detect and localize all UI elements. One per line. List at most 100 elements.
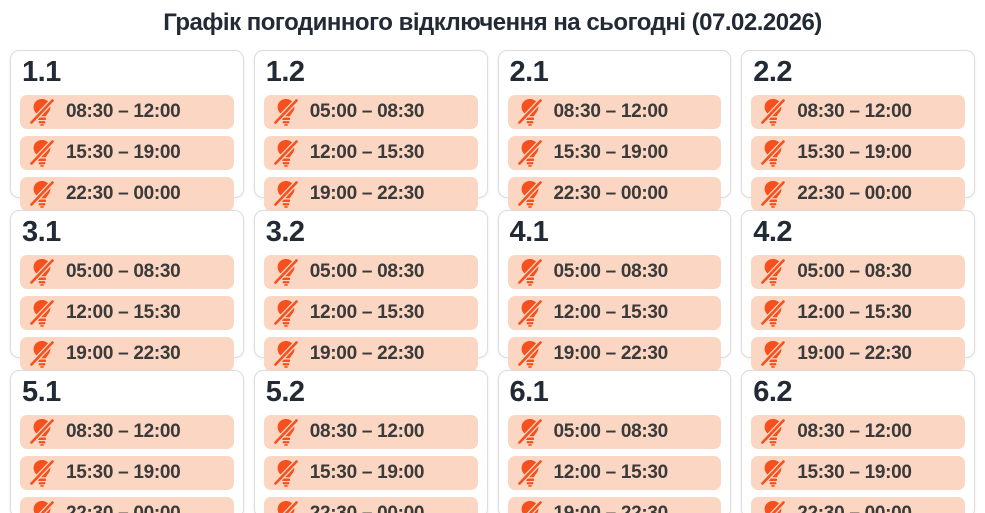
group-label: 1.2 <box>265 56 305 88</box>
outage-slot: 08:30 – 12:00 <box>751 414 965 449</box>
light-off-icon <box>517 458 542 487</box>
outage-slot: 22:30 – 00:00 <box>20 176 234 211</box>
outage-slot: 15:30 – 19:00 <box>20 135 234 170</box>
light-off-icon <box>274 499 298 513</box>
outage-time-range: 19:00 – 22:30 <box>797 342 912 364</box>
group-card: 3.1 05:00 – 08:30 <box>10 210 244 371</box>
outage-time-range: 08:30 – 12:00 <box>309 420 425 442</box>
outage-slot: 19:00 – 22:30 <box>263 336 478 371</box>
outage-slot: 08:30 – 12:00 <box>20 414 234 449</box>
outage-time-range: 12:00 – 15:30 <box>309 141 425 163</box>
page-title: Графік погодинного відключення на сьогод… <box>163 9 822 36</box>
group-label: 3.1 <box>22 216 61 248</box>
outage-time-range: 05:00 – 08:30 <box>309 100 425 122</box>
light-off-icon <box>517 417 542 446</box>
outage-slot: 12:00 – 15:30 <box>751 295 965 330</box>
outage-time-range: 22:30 – 00:00 <box>66 503 181 513</box>
outage-slot: 08:30 – 12:00 <box>263 414 478 449</box>
light-off-icon <box>517 257 542 286</box>
outage-time-range: 08:30 – 12:00 <box>797 100 912 122</box>
light-off-icon <box>30 97 54 126</box>
outage-slot: 19:00 – 22:30 <box>263 176 478 211</box>
outage-time-range: 12:00 – 15:30 <box>797 301 912 323</box>
outage-time-range: 22:30 – 00:00 <box>797 182 912 204</box>
light-off-icon <box>30 417 54 446</box>
light-off-icon <box>517 97 542 126</box>
light-off-icon <box>273 298 298 327</box>
light-off-icon <box>30 179 54 208</box>
group-card: 1.2 05:00 – 08:30 <box>253 50 488 211</box>
outage-slot: 05:00 – 08:30 <box>507 254 722 289</box>
outage-time-range: 08:30 – 12:00 <box>66 420 181 442</box>
outage-slot: 12:00 – 15:30 <box>507 295 722 330</box>
outage-time-range: 19:00 – 22:30 <box>553 342 669 364</box>
outage-time-range: 19:00 – 22:30 <box>309 182 425 204</box>
outage-slot: 22:30 – 00:00 <box>263 496 478 513</box>
light-off-icon <box>517 339 542 368</box>
light-off-icon <box>273 417 298 446</box>
group-card: 1.1 08:30 – 12:00 <box>10 50 244 211</box>
group-card: 3.2 05:00 – 08:30 <box>253 210 488 371</box>
outage-time-range: 15:30 – 19:00 <box>66 461 181 483</box>
outage-slot: 12:00 – 15:30 <box>263 295 478 330</box>
outage-time-range: 05:00 – 08:30 <box>553 260 669 282</box>
group-label: 4.1 <box>509 216 549 248</box>
outage-time-range: 12:00 – 15:30 <box>66 301 181 323</box>
light-off-icon <box>30 499 54 513</box>
light-off-icon <box>30 339 54 368</box>
outage-slot: 12:00 – 15:30 <box>263 135 478 170</box>
outage-slot: 15:30 – 19:00 <box>263 455 478 490</box>
light-off-icon <box>273 179 298 208</box>
outage-time-range: 22:30 – 00:00 <box>310 503 425 513</box>
light-off-icon <box>761 499 786 513</box>
group-card: 5.1 08:30 – 12:00 <box>10 370 244 513</box>
group-label: 2.2 <box>753 56 793 88</box>
outage-time-range: 19:00 – 22:30 <box>66 342 181 364</box>
outage-time-range: 22:30 – 00:00 <box>797 503 912 513</box>
light-off-icon <box>761 339 786 368</box>
outage-slot: 22:30 – 00:00 <box>751 496 965 513</box>
light-off-icon <box>761 257 786 286</box>
group-card: 5.2 08:30 – 12:00 <box>253 370 488 513</box>
outage-time-range: 12:00 – 15:30 <box>553 461 669 483</box>
light-off-icon <box>761 298 786 327</box>
outage-time-range: 12:00 – 15:30 <box>553 301 669 323</box>
outage-slot: 05:00 – 08:30 <box>507 414 722 449</box>
outage-slot: 05:00 – 08:30 <box>263 94 478 129</box>
light-off-icon <box>273 458 298 487</box>
outage-time-range: 08:30 – 12:00 <box>797 420 912 442</box>
light-off-icon <box>273 97 298 126</box>
light-off-icon <box>761 138 786 167</box>
outage-time-range: 15:30 – 19:00 <box>309 461 425 483</box>
group-label: 2.1 <box>509 56 549 88</box>
outage-time-range: 08:30 – 12:00 <box>553 100 669 122</box>
outage-slot: 12:00 – 15:30 <box>507 455 722 490</box>
outage-time-range: 22:30 – 00:00 <box>66 182 181 204</box>
light-off-icon <box>30 257 54 286</box>
group-card: 4.2 05:00 – 08:30 <box>741 210 975 371</box>
outage-slot: 22:30 – 00:00 <box>751 176 965 211</box>
outage-time-range: 15:30 – 19:00 <box>797 141 912 163</box>
light-off-icon <box>517 179 542 208</box>
outage-slot: 19:00 – 22:30 <box>507 496 722 513</box>
outage-slot: 15:30 – 19:00 <box>751 135 965 170</box>
light-off-icon <box>273 257 298 286</box>
outage-slot: 15:30 – 19:00 <box>20 455 234 490</box>
group-label: 6.2 <box>753 376 793 408</box>
outage-time-range: 19:00 – 22:30 <box>309 342 425 364</box>
light-off-icon <box>761 179 786 208</box>
group-card: 6.1 05:00 – 08:30 <box>497 370 732 513</box>
outage-slot: 05:00 – 08:30 <box>263 254 478 289</box>
light-off-icon <box>30 138 54 167</box>
outage-time-range: 15:30 – 19:00 <box>66 141 181 163</box>
outage-time-range: 05:00 – 08:30 <box>797 260 912 282</box>
outage-slot: 08:30 – 12:00 <box>507 94 722 129</box>
light-off-icon <box>517 138 542 167</box>
group-card: 6.2 08:30 – 12:00 <box>741 370 975 513</box>
group-label: 4.2 <box>753 216 793 248</box>
outage-slot: 22:30 – 00:00 <box>507 176 722 211</box>
outage-slot: 05:00 – 08:30 <box>20 254 234 289</box>
light-off-icon <box>30 458 54 487</box>
light-off-icon <box>273 339 298 368</box>
light-off-icon <box>30 298 54 327</box>
